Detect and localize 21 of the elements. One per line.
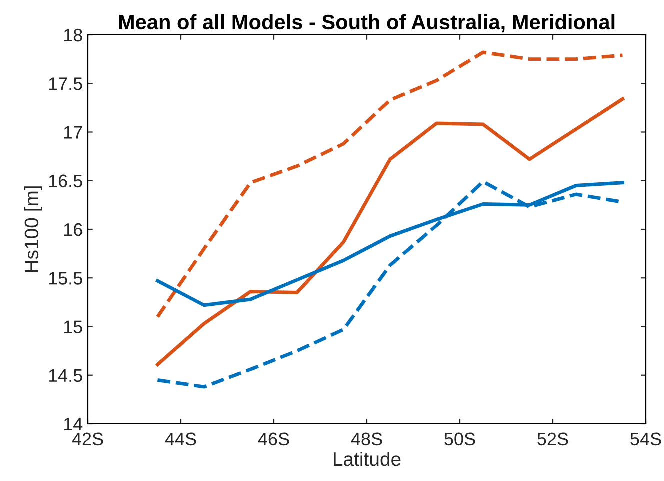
x-tick-label: 50S: [444, 432, 476, 446]
x-tick-label: 54S: [630, 432, 662, 446]
line-series: [156, 50, 624, 319]
x-tick-label: 44S: [165, 432, 196, 446]
x-tick-label: 42S: [72, 432, 104, 446]
y-axis-title: Hs100 [m]: [24, 186, 42, 272]
y-tick-label: 15.5: [49, 272, 82, 285]
line-series: [156, 97, 624, 366]
x-axis-title: Latitude: [334, 452, 401, 466]
y-tick-label: 18: [64, 28, 82, 42]
y-tick-label: 16: [64, 223, 82, 236]
x-tick-label: 46S: [258, 432, 290, 446]
x-tick-label: 48S: [351, 432, 382, 446]
y-tick-label: 14: [64, 418, 83, 431]
x-tick-label: 52S: [538, 432, 568, 446]
y-tick-label: 17: [64, 126, 82, 139]
y-tick-label: 17.5: [49, 78, 82, 90]
chart-title: Mean of all Models - South of Australia, Meridional: [119, 14, 615, 33]
y-tick-label: 15: [64, 320, 82, 334]
y-tick-label: 14.5: [49, 369, 82, 382]
y-tick-label: 16.5: [49, 174, 82, 188]
